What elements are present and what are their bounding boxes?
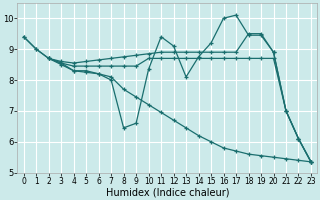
X-axis label: Humidex (Indice chaleur): Humidex (Indice chaleur) xyxy=(106,187,229,197)
